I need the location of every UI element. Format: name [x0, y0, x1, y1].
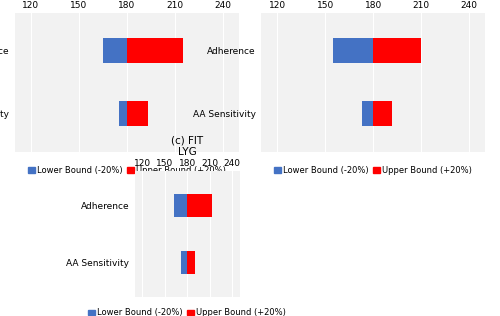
- Bar: [127, 38, 183, 63]
- Bar: [103, 38, 127, 63]
- Legend: Lower Bound (-20%), Upper Bound (+20%): Lower Bound (-20%), Upper Bound (+20%): [271, 162, 476, 178]
- Bar: [373, 38, 421, 63]
- Legend: Lower Bound (-20%), Upper Bound (+20%): Lower Bound (-20%), Upper Bound (+20%): [24, 162, 229, 178]
- Bar: [188, 251, 194, 274]
- Bar: [127, 101, 148, 126]
- Bar: [188, 194, 212, 216]
- Legend: Lower Bound (-20%), Upper Bound (+20%): Lower Bound (-20%), Upper Bound (+20%): [85, 305, 290, 316]
- Bar: [373, 101, 392, 126]
- Bar: [182, 251, 188, 274]
- Bar: [174, 194, 188, 216]
- Bar: [333, 38, 373, 63]
- Title: (c) FIT
LYG: (c) FIT LYG: [171, 135, 203, 157]
- Bar: [119, 101, 127, 126]
- Bar: [362, 101, 373, 126]
